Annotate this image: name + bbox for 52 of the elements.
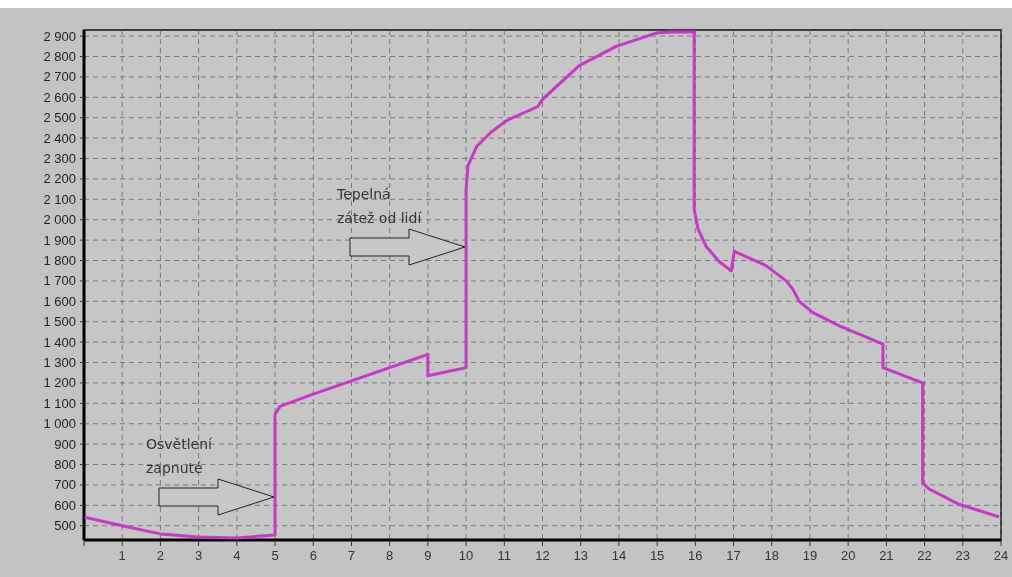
y-tick-label: 500 — [54, 518, 76, 534]
y-tick-label: 2 200 — [43, 171, 76, 187]
y-tick-label: 1 300 — [43, 355, 76, 371]
x-tick-label: 1 — [118, 548, 126, 563]
y-tick-label: 1 100 — [43, 395, 76, 411]
y-tick-label: 2 600 — [43, 89, 76, 105]
y-tick-label: 1 500 — [43, 314, 76, 330]
y-tick-label: 2 900 — [43, 28, 76, 44]
y-tick-label: 1 600 — [43, 293, 76, 309]
y-tick-label: 800 — [54, 457, 76, 473]
y-tick-label: 2 700 — [43, 69, 76, 85]
x-tick-label: 24 — [993, 548, 1009, 563]
y-tick-label: 2 000 — [43, 212, 76, 228]
line-series — [84, 30, 1000, 540]
x-tick-label: 11 — [497, 548, 512, 563]
y-tick-label: 2 400 — [43, 130, 76, 146]
x-tick-label: 8 — [386, 548, 394, 563]
x-tick-label: 15 — [649, 548, 665, 563]
y-tick-label: 700 — [54, 477, 76, 493]
y-tick-label: 2 100 — [43, 191, 76, 207]
y-tick-label: 1 800 — [43, 253, 76, 269]
x-tick-label: 3 — [195, 548, 203, 563]
y-tick-label: 1 400 — [43, 334, 76, 350]
x-tick-label: 18 — [764, 548, 779, 563]
x-tick-label: 9 — [424, 548, 432, 563]
x-tick-label: 16 — [688, 548, 703, 563]
y-tick-label: 1 900 — [43, 232, 76, 248]
y-tick-label: 1 200 — [43, 375, 76, 391]
annotation: Tepelná zátež od lidí — [336, 186, 423, 226]
y-tick-label: 600 — [54, 497, 76, 513]
x-tick-label: 22 — [917, 548, 932, 563]
x-tick-label: 10 — [458, 548, 474, 563]
y-tick-label: 900 — [54, 436, 76, 452]
x-tick-label: 20 — [840, 548, 856, 563]
x-tick-label: 2 — [156, 548, 165, 563]
x-tick-label: 12 — [535, 548, 550, 563]
x-tick-label: 17 — [726, 548, 741, 563]
y-tick-label: 1 700 — [43, 273, 76, 289]
x-tick-label: 4 — [233, 548, 241, 563]
x-tick-label: 7 — [347, 548, 356, 563]
x-tick-label: 23 — [955, 548, 971, 563]
x-tick-label: 5 — [271, 548, 279, 563]
y-tick-label: 2 800 — [43, 49, 76, 65]
x-tick-label: 6 — [309, 548, 317, 563]
x-tick-label: 19 — [802, 548, 818, 563]
y-tick-label: 1 000 — [43, 416, 76, 432]
y-tick-label: 2 500 — [43, 110, 76, 126]
x-tick-label: 13 — [573, 548, 588, 563]
y-tick-label: 2 300 — [43, 151, 76, 167]
x-tick-label: 21 — [879, 548, 894, 563]
annotation: Osvětlení zapnuté — [146, 436, 214, 476]
x-tick-label: 14 — [611, 548, 627, 563]
